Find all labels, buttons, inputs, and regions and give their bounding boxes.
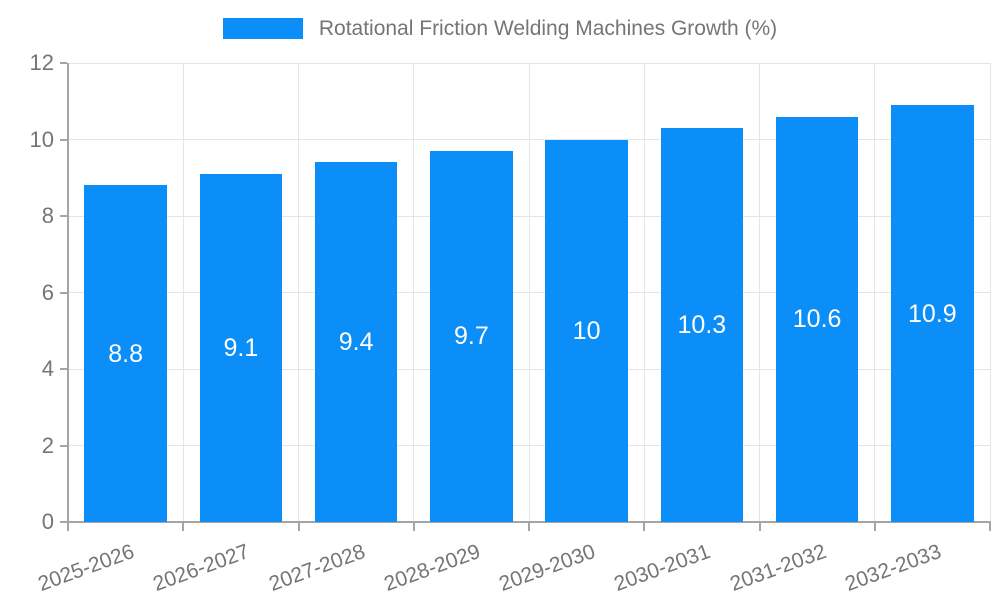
bar[interactable]: [545, 139, 628, 522]
x-tick-mark: [67, 522, 69, 531]
gridline-v: [413, 63, 415, 522]
bar-value-label: 9.4: [338, 328, 374, 357]
x-tick-label-text: 2032-2033: [841, 540, 945, 596]
bar[interactable]: [314, 162, 398, 522]
y-tick-label: 4: [41, 356, 54, 381]
y-tick-mark: [60, 138, 67, 141]
gridline-v: [643, 63, 645, 522]
y-tick-label: 8: [41, 203, 54, 228]
gridline-v: [528, 63, 530, 522]
bar-value-label: 10.3: [677, 311, 727, 339]
y-tick-mark: [60, 215, 67, 217]
y-tick-label: 10: [29, 126, 54, 152]
y-tick-mark: [60, 444, 67, 447]
x-tick-mark: [528, 522, 530, 531]
x-tick-mark: [873, 522, 876, 531]
bar[interactable]: [199, 173, 283, 522]
x-tick-label-text: 2029-2030: [496, 540, 599, 596]
legend-swatch: [222, 18, 303, 40]
x-axis-line: [67, 521, 991, 523]
bar-value-label: 8.8: [108, 339, 143, 368]
gridline-v: [759, 63, 760, 522]
x-tick-label-text: 2026-2027: [150, 540, 253, 596]
bar[interactable]: [660, 128, 744, 522]
y-tick-label: 2: [41, 432, 54, 458]
x-tick-mark: [297, 522, 300, 531]
y-tick-label: 0: [41, 509, 54, 534]
x-tick-mark: [412, 522, 415, 531]
x-tick-label-text: 2027-2028: [265, 540, 368, 596]
bar[interactable]: [430, 150, 513, 522]
x-tick-label-text: 2030-2031: [611, 540, 714, 596]
legend-label: Rotational Friction Welding Machines Gro…: [318, 17, 778, 40]
x-tick-mark: [989, 522, 991, 531]
gridline-v: [874, 63, 876, 522]
bar-value-label: 10: [572, 316, 601, 345]
bar[interactable]: [84, 185, 167, 522]
x-tick-label-text: 2028-2029: [380, 540, 484, 596]
bar[interactable]: [891, 105, 974, 522]
legend[interactable]: Rotational Friction Welding Machines Gro…: [0, 16, 1000, 41]
x-tick-label-text: 2025-2026: [35, 540, 138, 596]
gridline-v: [182, 63, 184, 522]
bar-value-label: 10.9: [908, 299, 957, 328]
x-tick-label-text: 2031-2032: [726, 540, 829, 596]
y-tick-label: 12: [29, 50, 54, 75]
y-tick-mark: [60, 291, 67, 294]
y-tick-mark: [60, 62, 67, 64]
x-tick-mark: [758, 522, 761, 531]
y-tick-mark: [60, 521, 67, 523]
x-tick-mark: [182, 522, 185, 531]
x-tick-mark: [643, 522, 646, 531]
gridline-v: [298, 63, 299, 522]
bar-value-label: 9.7: [453, 322, 489, 351]
gridline-v: [989, 63, 991, 522]
y-tick-mark: [60, 368, 67, 370]
bar-value-label: 10.6: [792, 305, 842, 334]
y-axis-line: [67, 63, 69, 523]
y-tick-label: 6: [41, 279, 54, 305]
bar-value-label: 9.1: [223, 333, 259, 362]
bar[interactable]: [775, 116, 859, 522]
